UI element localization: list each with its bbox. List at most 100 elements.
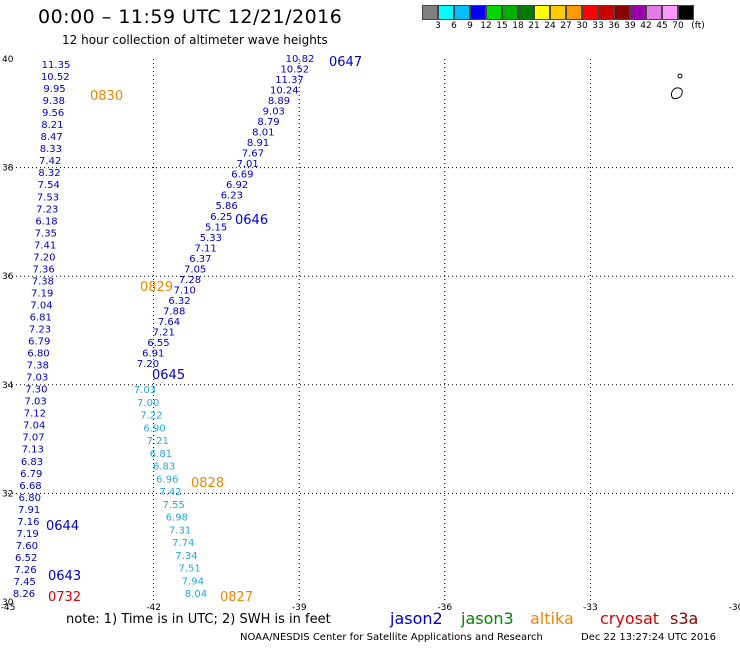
legend-label: (ft)	[691, 21, 705, 31]
swh-value: 7.20	[33, 252, 55, 263]
swh-value: 9.38	[43, 96, 65, 107]
swh-value: 7.53	[37, 192, 59, 203]
swh-value: 7.01	[236, 159, 258, 170]
swh-value: 6.79	[20, 469, 42, 480]
swh-value: 7.38	[32, 276, 54, 287]
swh-value: 7.19	[17, 529, 39, 540]
swh-value: 10.82	[286, 54, 315, 65]
pass-label: 0646	[235, 213, 268, 228]
islet-shape	[677, 73, 683, 79]
swh-value: 6.25	[210, 212, 232, 223]
legend-label: 39	[624, 21, 636, 31]
swh-value: 7.26	[14, 565, 36, 576]
swh-value: 6.80	[19, 493, 41, 504]
swh-value: 7.28	[179, 275, 201, 286]
swh-value: 7.00	[137, 398, 159, 409]
swh-value: 8.89	[268, 96, 290, 107]
legend-label: 27	[560, 21, 572, 31]
swh-value: 6.68	[19, 481, 41, 492]
y-tick-label: 34	[2, 381, 14, 391]
pass-label: 0643	[48, 569, 81, 584]
swh-value: 6.90	[143, 423, 165, 434]
mission-label: cryosat	[600, 609, 660, 628]
swh-value: 7.91	[18, 505, 40, 516]
color-legend-labels: 3 6 9 12 15 18 21 24 27 30 33 36 39 42 45 70 (ft)	[422, 21, 740, 33]
swh-value: 10.24	[270, 86, 299, 97]
swh-value: 8.26	[13, 589, 35, 600]
swh-tracks: 10.8210.5211.3710.248.899.038.798.018.91…	[13, 54, 314, 600]
swh-value: 7.88	[163, 306, 185, 317]
legend-label: 45	[656, 21, 668, 31]
swh-value: 7.10	[174, 285, 196, 296]
swh-value: 7.38	[27, 361, 49, 372]
legend-swatch	[582, 5, 598, 20]
pass-label: 0644	[46, 519, 79, 534]
legend-label: 6	[451, 21, 457, 31]
island-shape	[671, 87, 683, 100]
swh-value: 8.91	[247, 138, 269, 149]
swh-value: 5.86	[215, 201, 237, 212]
swh-value: 6.83	[21, 457, 43, 468]
legend-swatch	[438, 5, 454, 20]
y-tick-label: 30	[2, 598, 14, 608]
swh-value: 7.21	[147, 436, 169, 447]
swh-value: 7.51	[178, 564, 200, 575]
swh-value: 6.83	[153, 462, 175, 473]
swh-value: 6.92	[226, 180, 248, 191]
swh-value: 7.74	[172, 538, 194, 549]
swh-value: 8.21	[41, 120, 63, 131]
legend-swatch	[566, 5, 582, 20]
legend-swatch	[486, 5, 502, 20]
swh-value: 7.94	[182, 576, 204, 587]
page-subtitle: 12 hour collection of altimeter wave hei…	[62, 33, 328, 47]
x-tick-label: -36	[437, 603, 452, 613]
swh-value: 6.18	[35, 216, 57, 227]
swh-value: 7.67	[242, 149, 264, 160]
mission-label: altika	[530, 609, 574, 628]
y-tick-label: 38	[2, 164, 14, 174]
swh-value: 11.37	[275, 75, 304, 86]
pass-label: 0647	[329, 55, 362, 70]
swh-value: 6.32	[168, 296, 190, 307]
legend-label: 12	[480, 21, 492, 31]
swh-value: 7.30	[25, 385, 47, 396]
swh-value: 6.52	[15, 553, 37, 564]
x-tick-label: -39	[292, 603, 307, 613]
pass-label: 0732	[48, 590, 81, 605]
y-tick-label: 32	[2, 489, 13, 499]
page-title: 00:00 – 11:59 UTC 12/21/2016	[38, 6, 343, 28]
pass-label: 0830	[90, 89, 123, 104]
legend-label: 42	[640, 21, 652, 31]
swh-value: 6.23	[221, 191, 243, 202]
swh-value: 8.01	[252, 128, 274, 139]
swh-value: 7.31	[169, 525, 191, 536]
swh-value: 5.33	[200, 233, 222, 244]
legend-label: 21	[528, 21, 540, 31]
swh-value: 8.79	[257, 117, 279, 128]
legend-swatch	[518, 5, 534, 20]
swh-value: 6.80	[27, 349, 49, 360]
swh-value: 6.91	[142, 348, 164, 359]
axis-ticks: -45 -42 -39 -36 -33 -30 40 38 36 34 32 30	[1, 55, 740, 613]
y-tick-label: 40	[2, 55, 14, 65]
swh-value: 7.36	[33, 264, 55, 275]
swh-value: 7.13	[22, 445, 44, 456]
footer-credit: NOAA/NESDIS Center for Satellite Applica…	[240, 632, 543, 643]
legend-swatch	[630, 5, 646, 20]
pass-labels: 0647 0830 0646 0829 0645 0828 0644 0643 0732 0827	[46, 55, 362, 605]
swh-value: 7.03	[25, 397, 47, 408]
swh-value: 7.04	[23, 421, 45, 432]
legend-swatch	[646, 5, 662, 20]
pass-label: 0645	[152, 368, 185, 383]
swh-value: 7.03	[134, 385, 156, 396]
swh-value: 9.56	[42, 108, 64, 119]
swh-value: 7.60	[16, 541, 38, 552]
mission-label: jason2	[390, 609, 443, 628]
legend-label: 36	[608, 21, 620, 31]
swh-value: 6.96	[156, 474, 178, 485]
legend-swatch	[550, 5, 566, 20]
x-tick-label: -42	[146, 603, 161, 613]
color-legend-bar	[422, 5, 694, 20]
x-tick-label: -33	[583, 603, 598, 613]
swh-value: 7.34	[175, 551, 197, 562]
